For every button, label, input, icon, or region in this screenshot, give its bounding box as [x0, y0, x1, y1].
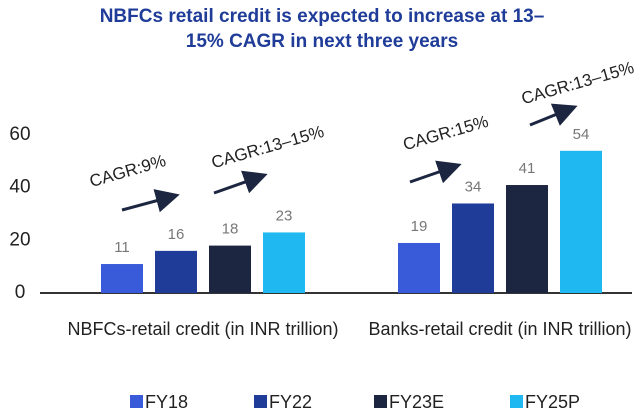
annotation: CAGR:13–15%: [209, 122, 326, 172]
value-label: 16: [168, 226, 185, 243]
value-label: 34: [465, 178, 482, 195]
legend-swatch: [130, 395, 143, 408]
annotation-arrow: [121, 189, 180, 213]
value-label: 19: [411, 218, 428, 235]
annotation: CAGR:15%: [401, 112, 491, 154]
x-tick-label: Banks-retail credit (in INR trillion): [368, 319, 632, 339]
bar: [398, 242, 440, 293]
value-label: 18: [222, 221, 239, 238]
x-tick-label: NBFCs-retail credit (in INR trillion): [67, 319, 339, 339]
bar: [560, 150, 602, 293]
y-tick-label: 20: [9, 229, 30, 250]
bar: [452, 203, 494, 293]
annotation: CAGR:9%: [87, 151, 168, 191]
annotation: CAGR:13–15%: [519, 58, 636, 108]
legend-swatch: [374, 395, 387, 408]
legend-label: FY25P: [525, 392, 580, 412]
bar: [209, 245, 251, 293]
y-tick-label: 40: [9, 177, 30, 198]
value-label: 11: [114, 239, 130, 256]
bar: [263, 232, 305, 293]
value-label: 23: [276, 207, 293, 224]
legend-label: FY18: [145, 392, 188, 412]
legend-label: FY23E: [389, 392, 444, 412]
bar: [101, 264, 143, 293]
legend-swatch: [510, 395, 523, 408]
y-tick-label: 60: [9, 124, 30, 145]
y-tick-label: 0: [15, 282, 26, 303]
legend-swatch: [254, 395, 267, 408]
legend-label: FY22: [269, 392, 312, 412]
bar: [506, 185, 548, 293]
annotation-arrow: [213, 170, 268, 195]
annotation-arrow: [529, 103, 578, 127]
bar: [155, 250, 197, 293]
chart-title: NBFCs retail credit is expected to incre…: [99, 6, 545, 52]
value-label: 41: [519, 160, 536, 177]
annotation-arrow: [409, 160, 462, 184]
value-label: 54: [573, 126, 590, 143]
